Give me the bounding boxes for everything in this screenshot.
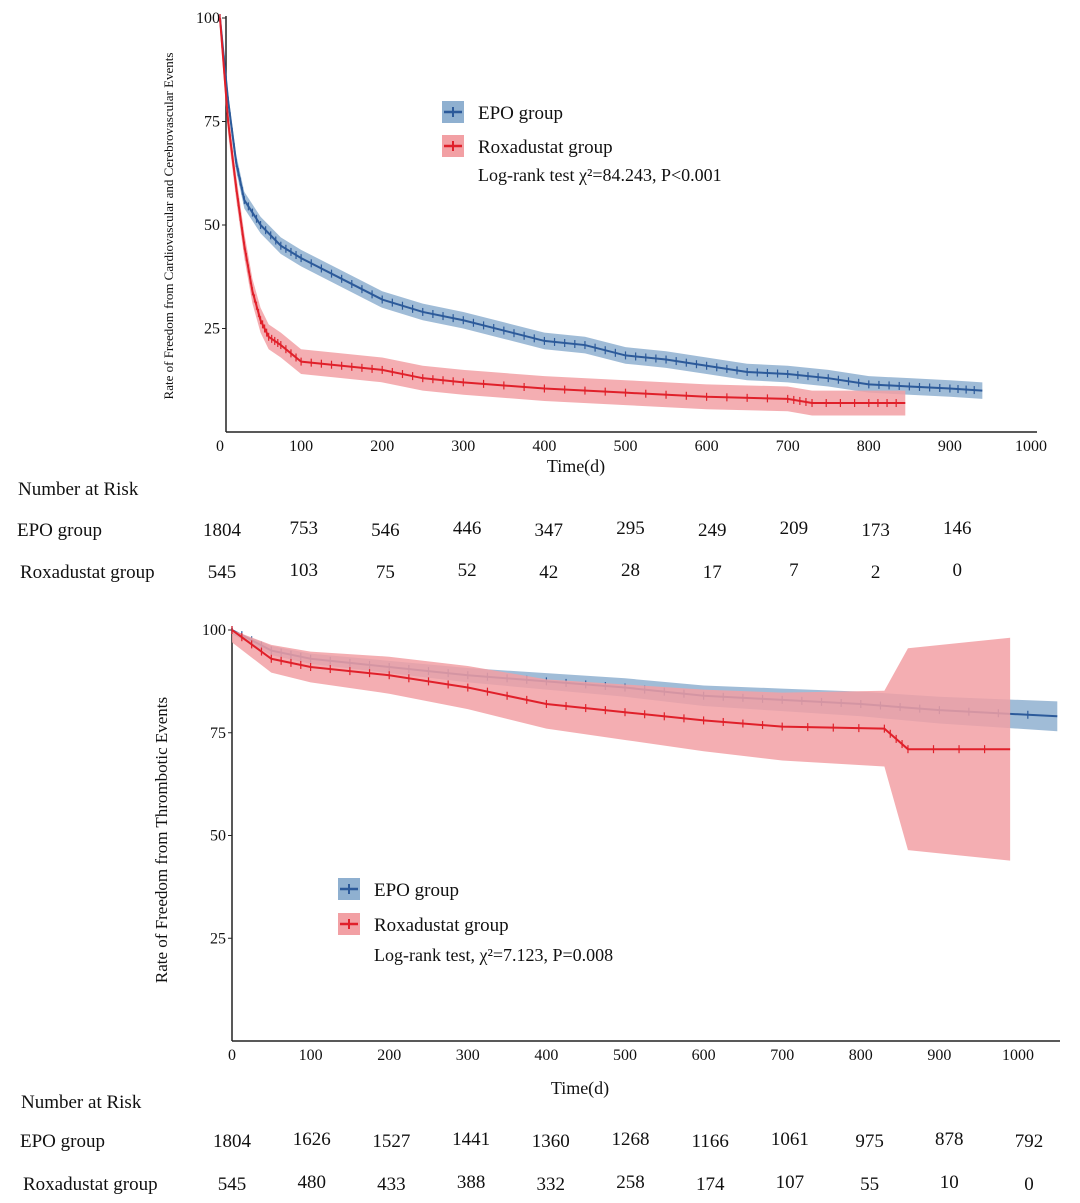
risk-value: 209 (780, 518, 809, 539)
risk-value: 388 (457, 1172, 486, 1193)
risk-row-label: EPO group (17, 520, 102, 541)
risk-value: 545 (218, 1174, 247, 1195)
y-axis-label: Rate of Freedom from Cardiovascular and … (161, 53, 176, 400)
survival-curve-epo (219, 17, 983, 392)
x-tick-label: 1000 (1002, 1047, 1034, 1064)
x-tick-label: 0 (216, 438, 224, 455)
x-tick-label: 500 (614, 438, 638, 455)
x-tick-label: 300 (451, 438, 475, 455)
risk-value: 103 (289, 560, 318, 581)
ci-band-epo (220, 18, 983, 399)
x-tick-label: 200 (377, 1047, 401, 1064)
y-tick-label: 75 (204, 114, 220, 131)
km-chart-1: 100 75 50 25 0 100 200 300 400 500 600 700 800 900 100… (17, 10, 1047, 583)
x-tick-label: 600 (695, 438, 719, 455)
risk-value: 347 (535, 520, 564, 541)
y-axis-label: Rate of Freedom from Thrombotic Events (152, 697, 171, 983)
x-tick-label: 800 (857, 438, 881, 455)
risk-value: 174 (696, 1174, 725, 1195)
risk-value: 753 (289, 518, 318, 539)
legend-entry: EPO group (478, 103, 563, 124)
risk-value: 55 (860, 1174, 879, 1195)
x-tick-label: 500 (613, 1047, 637, 1064)
risk-value: 1804 (203, 520, 242, 541)
x-tick-label: 700 (770, 1047, 794, 1064)
risk-value: 75 (376, 562, 395, 583)
y-tick-label: 50 (210, 828, 226, 845)
risk-row-label: Roxadustat group (20, 562, 155, 583)
risk-value: 10 (940, 1172, 959, 1193)
y-tick-label: 25 (210, 930, 226, 947)
y-tick-label: 50 (204, 217, 220, 234)
risk-table-title: Number at Risk (18, 479, 139, 500)
risk-value: 792 (1015, 1131, 1044, 1152)
risk-value: 480 (297, 1172, 326, 1193)
risk-value: 1360 (532, 1131, 570, 1152)
risk-value: 546 (371, 520, 400, 541)
y-tick-label: 75 (210, 725, 226, 742)
risk-value: 446 (453, 518, 482, 539)
risk-value: 1268 (612, 1129, 650, 1150)
risk-row-label: EPO group (20, 1131, 105, 1152)
risk-value: 295 (616, 518, 645, 539)
risk-value: 332 (537, 1174, 566, 1195)
ci-band-roxadustat (220, 18, 906, 416)
legend-entry: Roxadustat group (374, 915, 509, 936)
risk-value: 1527 (372, 1131, 410, 1152)
x-tick-label: 600 (692, 1047, 716, 1064)
risk-value: 42 (539, 562, 558, 583)
risk-value: 1166 (692, 1131, 729, 1152)
risk-value: 433 (377, 1174, 406, 1195)
risk-value: 1441 (452, 1129, 490, 1150)
risk-table-title: Number at Risk (21, 1092, 142, 1113)
x-tick-label: 900 (927, 1047, 951, 1064)
x-tick-label: 100 (299, 1047, 323, 1064)
x-axis-label: Time(d) (551, 1078, 609, 1099)
risk-value: 1804 (213, 1131, 252, 1152)
ci-band-roxadustat (232, 630, 1011, 861)
risk-value: 0 (953, 560, 963, 581)
risk-value: 0 (1024, 1174, 1034, 1195)
x-tick-label: 400 (534, 1047, 558, 1064)
risk-value: 975 (855, 1131, 884, 1152)
x-tick-label: 1000 (1015, 438, 1047, 455)
risk-value: 28 (621, 560, 640, 581)
risk-value: 146 (943, 518, 972, 539)
y-tick-label: 25 (204, 321, 220, 338)
y-tick-label: 100 (196, 10, 220, 27)
x-tick-label: 100 (289, 438, 313, 455)
x-tick-label: 700 (776, 438, 800, 455)
risk-value: 249 (698, 520, 727, 541)
risk-value: 17 (703, 562, 722, 583)
x-axis-label: Time(d) (547, 456, 605, 477)
x-tick-label: 400 (532, 438, 556, 455)
legend-annotation: Log-rank test, χ²=7.123, P=0.008 (374, 945, 613, 965)
x-tick-label: 200 (370, 438, 394, 455)
risk-value: 1626 (293, 1129, 331, 1150)
risk-value: 2 (871, 562, 881, 583)
risk-row-label: Roxadustat group (23, 1174, 158, 1195)
legend-annotation: Log-rank test χ²=84.243, P<0.001 (478, 165, 722, 185)
risk-value: 545 (208, 562, 237, 583)
risk-value: 52 (458, 560, 477, 581)
risk-value: 107 (776, 1172, 805, 1193)
legend-entry: Roxadustat group (478, 137, 613, 158)
legend-entry: EPO group (374, 880, 459, 901)
risk-value: 258 (616, 1172, 645, 1193)
x-tick-label: 300 (456, 1047, 480, 1064)
x-tick-label: 900 (938, 438, 962, 455)
risk-value: 1061 (771, 1129, 809, 1150)
risk-value: 173 (861, 520, 890, 541)
risk-value: 878 (935, 1129, 964, 1150)
x-tick-label: 800 (849, 1047, 873, 1064)
risk-value: 7 (789, 560, 799, 581)
y-tick-label: 100 (202, 622, 226, 639)
x-tick-label: 0 (228, 1047, 236, 1064)
